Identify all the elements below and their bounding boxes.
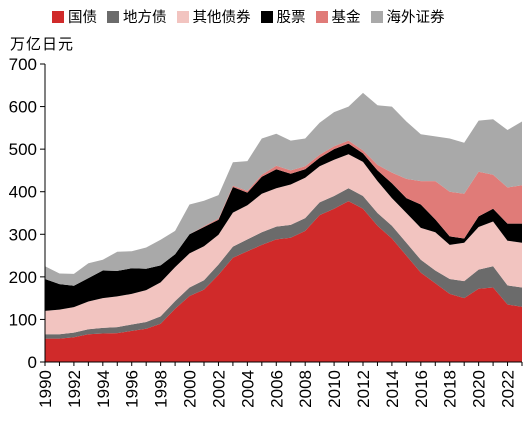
y-tick-label: 100 <box>9 310 37 329</box>
legend-label-4: 基金 <box>331 10 361 26</box>
x-tick-label: 2008 <box>296 370 315 408</box>
y-tick-label: 0 <box>28 353 37 372</box>
legend-label-2: 其他债券 <box>192 10 251 26</box>
legend-swatch-0 <box>52 10 64 23</box>
legend-swatch-5 <box>370 10 383 23</box>
y-tick-label: 700 <box>9 55 37 74</box>
x-tick-label: 2016 <box>412 370 431 408</box>
x-tick-label: 2010 <box>325 370 344 408</box>
y-tick-label: 500 <box>9 140 37 159</box>
chart-legend: 国债 地方债 其他债券 股票 基金 海外证券 <box>52 6 445 27</box>
area-series-5 <box>45 92 522 286</box>
x-tick-label: 2012 <box>354 370 373 408</box>
area-series-0 <box>45 201 522 362</box>
legend-item-2: 其他债券 <box>176 6 251 27</box>
legend-swatch-1 <box>107 10 119 23</box>
legend-label-1: 地方债 <box>123 10 167 26</box>
axes-group: 0 100 200 300 400 500 600 700 1990 1992 1994 1996 19… <box>9 55 523 408</box>
y-tick-label: 600 <box>9 98 37 117</box>
legend-label-0: 国债 <box>68 10 97 26</box>
x-tick-label: 2014 <box>383 370 402 408</box>
y-axis-unit-label: 万亿日元 <box>10 35 75 53</box>
x-tick-label: 1996 <box>123 370 142 408</box>
area-series-4 <box>45 140 522 286</box>
legend-label-5: 海外证券 <box>386 10 445 26</box>
x-tick-label: 1998 <box>152 370 171 408</box>
legend-swatch-2 <box>176 10 189 23</box>
legend-item-3: 股票 <box>260 6 306 27</box>
x-tick-label: 1990 <box>36 370 55 408</box>
area-series-group <box>45 92 522 362</box>
legend-label-3: 股票 <box>276 10 306 26</box>
x-tick-label: 2022 <box>499 370 518 408</box>
legend-item-5: 海外证券 <box>370 6 445 27</box>
area-series-3 <box>45 143 522 311</box>
legend-item-1: 地方债 <box>107 6 167 27</box>
x-tick-label: 2000 <box>181 370 200 408</box>
legend-item-4: 基金 <box>315 6 361 27</box>
x-tick-label: 1994 <box>94 370 113 408</box>
y-tick-label: 300 <box>9 225 37 244</box>
y-tick-label: 400 <box>9 183 37 202</box>
x-tick-label: 1992 <box>65 370 84 408</box>
x-tick-label: 2018 <box>441 370 460 408</box>
x-tick-label: 2002 <box>209 370 228 408</box>
legend-item-0: 国债 <box>52 6 97 27</box>
y-tick-label: 200 <box>9 268 37 287</box>
area-series-2 <box>45 154 522 335</box>
x-tick-label: 2004 <box>238 370 257 408</box>
x-tick-label: 2020 <box>470 370 489 408</box>
legend-swatch-3 <box>260 10 273 23</box>
x-tick-label: 2006 <box>267 370 286 408</box>
legend-swatch-4 <box>315 10 328 23</box>
